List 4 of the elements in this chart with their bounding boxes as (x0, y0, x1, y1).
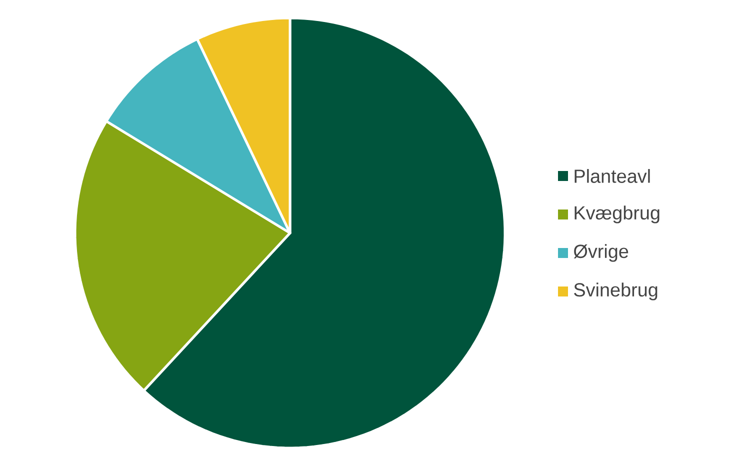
legend-label: Svinebrug (574, 282, 658, 300)
legend-label: Øvrige (574, 244, 628, 262)
legend-label: Kvægbrug (574, 206, 660, 224)
legend-label: Planteavl (574, 169, 650, 183)
